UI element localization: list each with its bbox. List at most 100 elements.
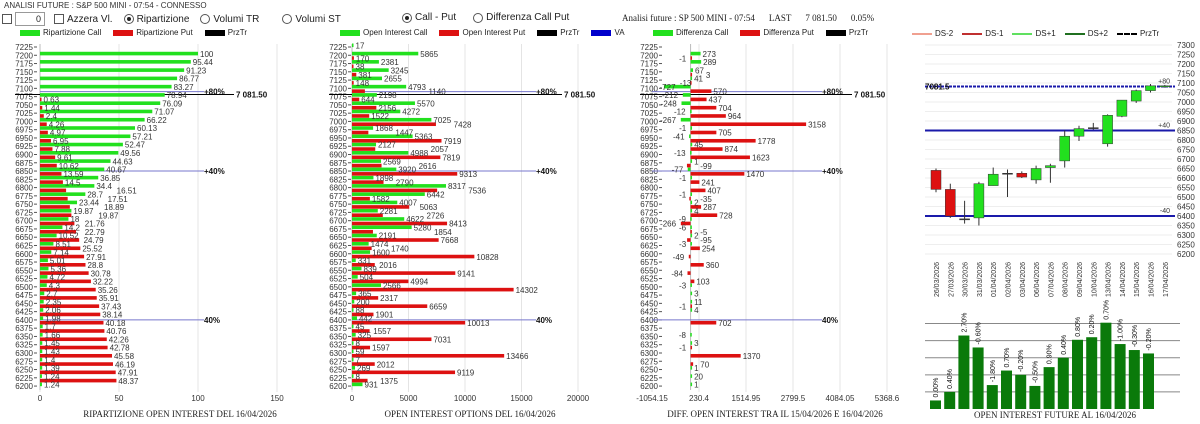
strike-label: 6875 <box>640 159 658 168</box>
bar-value-label: 16.51 <box>117 187 138 196</box>
call-bar <box>40 192 86 196</box>
bar-value-label: 0.63 <box>44 96 60 105</box>
azzera-checkbox[interactable] <box>54 14 64 24</box>
put-bar <box>690 122 807 127</box>
strike-label: 6800 <box>329 184 347 193</box>
bar-value-label: 32.22 <box>93 278 114 287</box>
bar-value-label: -1 <box>679 54 687 63</box>
put-bar <box>40 246 81 251</box>
put-bar <box>690 81 692 85</box>
bar-value-label: 8413 <box>449 220 467 229</box>
strike-label: 6250 <box>15 366 33 375</box>
put-bar <box>690 320 717 325</box>
x-tick-label: 150 <box>270 394 284 403</box>
bar-value-label: 2616 <box>419 162 437 171</box>
x-tick-label: -1054.15 <box>636 394 668 403</box>
call-bar <box>690 241 692 246</box>
strike-label: 6600 <box>640 250 658 259</box>
put-bar <box>40 271 89 275</box>
strike-label: 7150 <box>640 68 658 77</box>
bar-value-label: 10.62 <box>59 162 80 171</box>
bar-value-label: -248 <box>661 99 678 108</box>
radio-call-put[interactable] <box>402 12 412 23</box>
level-label: +80% <box>204 88 225 97</box>
bar-value-label: 504 <box>360 273 374 282</box>
radio-volumi-st[interactable] <box>282 14 293 24</box>
bar-value-label: 287 <box>703 203 717 212</box>
radio-diff-call-put[interactable] <box>473 12 484 23</box>
bar-value-label: -99 <box>700 162 712 171</box>
call-bar <box>40 159 111 163</box>
y-tick-label: 7050 <box>1177 89 1195 98</box>
radio-volumi-st-label: Volumi ST <box>295 13 341 25</box>
call-bar <box>352 332 356 337</box>
strike-label: 7000 <box>15 117 33 126</box>
bar-value-label: 254 <box>702 244 716 253</box>
strike-label: 6925 <box>640 142 658 151</box>
bar-value-label: 4 <box>694 306 699 315</box>
bar-value-label: 1.43 <box>44 347 60 356</box>
bar-value-label: 10013 <box>467 319 490 328</box>
put-bar <box>352 188 438 193</box>
date-label: 26/03/2026 <box>934 262 941 297</box>
put-bar <box>352 304 428 308</box>
put-bar <box>40 130 48 135</box>
level-label: +80% <box>822 88 843 97</box>
put-bar <box>352 89 365 93</box>
bar-value-label: 40.76 <box>106 327 127 336</box>
date-label: 03/04/2026 <box>1020 262 1027 297</box>
strike-label: 6325 <box>329 341 347 350</box>
bar-value-label: 11 <box>694 298 703 307</box>
put-bar <box>352 114 370 118</box>
call-bar <box>690 192 693 196</box>
bar-value-label: 1140 <box>428 87 446 96</box>
y-tick-label: 6500 <box>1177 193 1195 202</box>
put-bar <box>352 337 432 342</box>
bar-value-label: 9141 <box>457 269 475 278</box>
strike-label: 6850 <box>329 167 347 176</box>
bar-value-label: 874 <box>725 145 739 154</box>
radio-volumi-tr[interactable] <box>200 14 211 24</box>
bar-value-label: 931 <box>365 381 379 390</box>
bar-value-label: 40.18 <box>105 319 126 328</box>
bar-value-label: 2655 <box>384 75 402 84</box>
legend-chart3: Differenza Call Differenza Put PrzTr <box>653 28 868 37</box>
call-bar <box>40 217 69 221</box>
put-bar <box>352 172 458 176</box>
put-bar <box>690 304 693 308</box>
bar-value-label: 42.26 <box>109 335 130 344</box>
bar-value-label: -41 <box>673 132 685 141</box>
put-bar <box>40 287 96 292</box>
oi-bar-label: -0.50% <box>1032 361 1039 383</box>
call-bar <box>689 134 691 139</box>
bar-value-label: 1557 <box>373 327 391 336</box>
bar-value-label: 57.21 <box>132 132 153 141</box>
bar-value-label: 2191 <box>379 232 397 241</box>
radio-ripartizione[interactable] <box>123 14 134 24</box>
price-label: 7081.5 <box>925 83 950 92</box>
enable-checkbox[interactable] <box>2 14 12 24</box>
put-bar <box>352 279 409 284</box>
strike-label: 6875 <box>15 159 33 168</box>
strike-label: 6975 <box>329 126 347 135</box>
bar-value-label: 1474 <box>371 240 389 249</box>
strike-label: 7050 <box>640 101 658 110</box>
put-bar <box>688 254 691 259</box>
radio-diff-call-put-label: Differenza Call Put <box>486 12 570 23</box>
x-tick-label: 230.4 <box>689 394 710 403</box>
put-bar <box>690 138 756 143</box>
number-input[interactable]: 0 <box>15 12 45 26</box>
put-bar <box>352 163 382 168</box>
bar-value-label: 1375 <box>380 377 398 386</box>
bar-value-label: 8317 <box>448 182 466 191</box>
call-bar <box>40 167 105 172</box>
bar-value-label: 1.4 <box>44 356 56 365</box>
call-bar <box>40 366 43 370</box>
bar-value-label: 964 <box>728 112 742 121</box>
bar-value-label: 1623 <box>752 154 770 163</box>
price-label: 7 081.50 <box>564 90 596 99</box>
call-bar <box>40 134 131 139</box>
bar-value-label: 1600 <box>372 248 390 257</box>
strike-label: 7175 <box>15 60 33 69</box>
